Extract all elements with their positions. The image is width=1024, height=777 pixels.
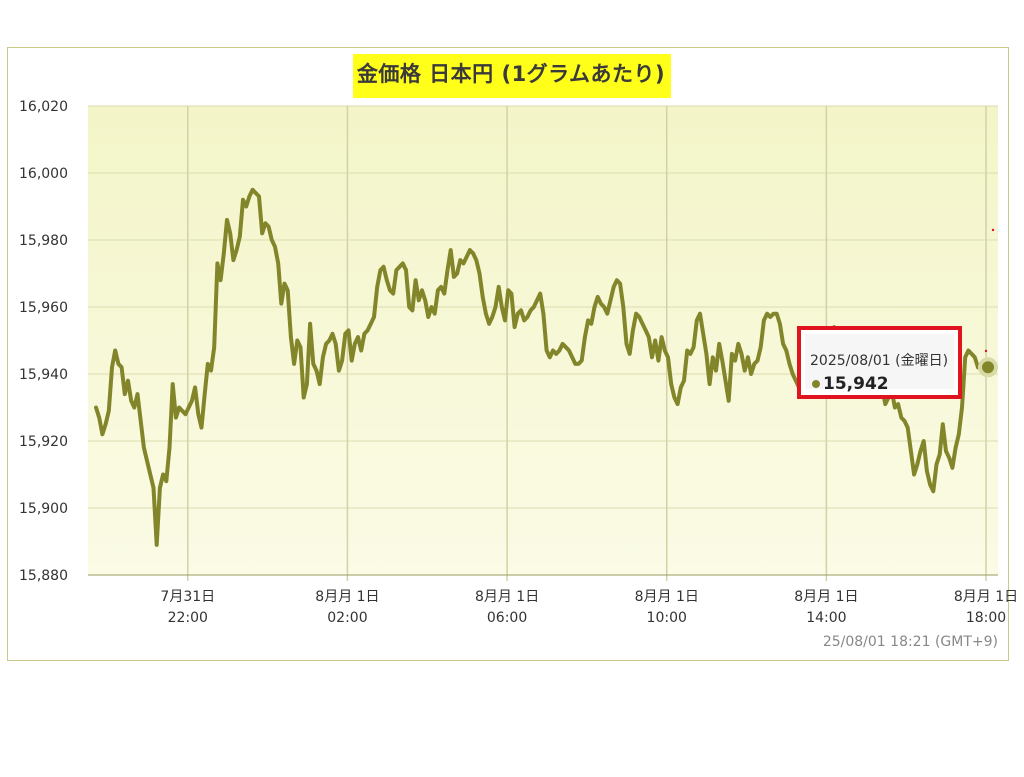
y-tick-label: 16,020 [19,99,68,115]
x-axis: 7月31日 22:00 8月月 1日 02:00 8月月 1日 06:00 8月月 1日 10… [160,589,1018,626]
timestamp-footnote: 25/08/01 18:21 (GMT+9) [822,634,998,650]
y-tick-label: 15,900 [19,501,68,517]
x-tick-date: 8月月 1日 [475,589,539,605]
x-tick-time: 10:00 [647,610,687,626]
x-tick-date: 8月月 1日 [954,589,1018,605]
x-tick-time: 22:00 [168,610,208,626]
x-tick-date: 8月月 1日 [794,589,858,605]
y-tick-label: 15,880 [19,568,68,584]
tooltip [805,334,954,389]
x-tick-time: 02:00 [327,610,367,626]
y-tick-label: 15,940 [19,367,68,383]
x-tick-time: 14:00 [806,610,846,626]
chart-title: 金価格 日本円 (1グラムあたり) [352,54,672,98]
x-tick-time: 06:00 [487,610,527,626]
tooltip-date: 2025/08/01 (金曜日) [810,353,949,369]
y-tick-label: 15,960 [19,300,68,316]
y-tick-label: 16,000 [19,166,68,182]
y-tick-label: 15,980 [19,233,68,249]
stray-red-dot [991,228,995,232]
y-tick-label: 15,920 [19,434,68,450]
x-tick-date: 7月31日 [160,589,215,605]
tooltip-series-dot [812,380,820,388]
tooltip-value: 15,942 [823,374,889,394]
gridlines [88,105,998,581]
y-axis: 16,020 16,000 15,980 15,960 15,940 15,920 15,9… [19,99,68,584]
stray-red-dot-2 [984,349,988,353]
x-tick-time: 18:00 [966,610,1006,626]
x-tick-date: 8月月 1日 [635,589,699,605]
x-tick-date: 8月月 1日 [315,589,379,605]
tooltip-highlight-box: 2025/08/01 (金曜日) 15,942 [797,326,962,399]
hover-point-marker[interactable] [978,357,998,378]
